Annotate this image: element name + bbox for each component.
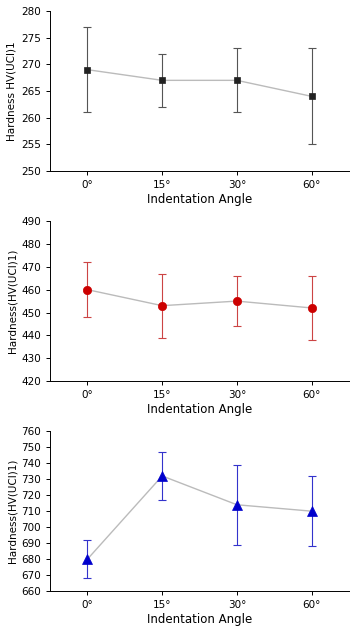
Y-axis label: Hardness(HV(UCI)1): Hardness(HV(UCI)1) (7, 459, 17, 563)
X-axis label: Indentation Angle: Indentation Angle (147, 403, 252, 416)
X-axis label: Indentation Angle: Indentation Angle (147, 613, 252, 626)
Y-axis label: Hardness HV(UCI)1: Hardness HV(UCI)1 (7, 41, 17, 141)
Y-axis label: Hardness(HV(UCI)1): Hardness(HV(UCI)1) (7, 249, 17, 353)
X-axis label: Indentation Angle: Indentation Angle (147, 193, 252, 206)
